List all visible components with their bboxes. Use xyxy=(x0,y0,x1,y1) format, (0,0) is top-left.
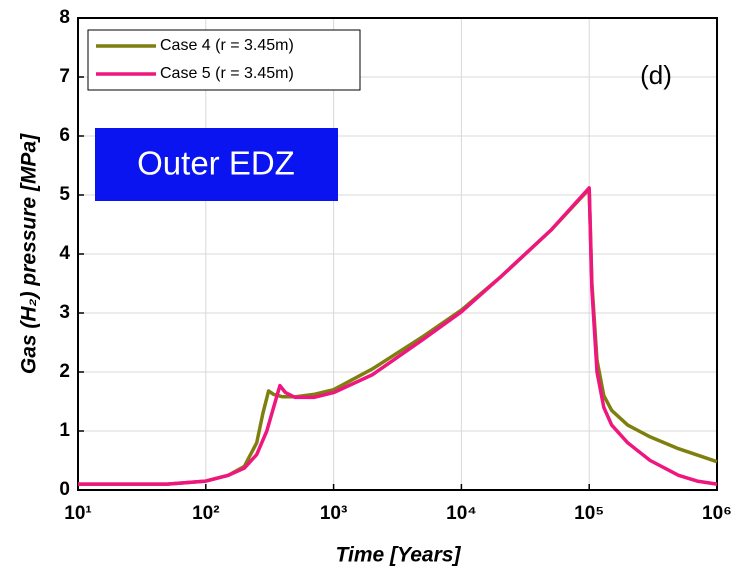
x-tick-label: 10⁴ xyxy=(446,503,477,524)
legend-label: Case 5 (r = 3.45m) xyxy=(160,65,294,82)
x-tick-label: 10² xyxy=(192,503,219,524)
plot-frame xyxy=(77,17,718,491)
y-tick-label: 7 xyxy=(59,66,70,87)
x-tick-label: 10⁶ xyxy=(702,503,732,524)
legend-label: Case 4 (r = 3.45m) xyxy=(160,37,294,54)
annotation: (d) xyxy=(640,60,672,90)
label-box-text: Outer EDZ xyxy=(137,145,295,182)
series-line xyxy=(78,186,718,486)
y-tick-label: 4 xyxy=(59,243,70,264)
x-tick-label: 10⁵ xyxy=(574,503,604,524)
legend-box xyxy=(87,29,361,91)
y-tick-label: 1 xyxy=(59,420,70,441)
y-tick-label: 0 xyxy=(59,479,70,500)
label-box xyxy=(95,128,338,201)
y-tick-label: 3 xyxy=(59,302,70,323)
y-axis-title: Gas (H₂) pressure [MPa] xyxy=(18,133,41,374)
y-tick-label: 8 xyxy=(59,7,70,28)
y-tick-label: 6 xyxy=(59,125,70,146)
y-tick-label: 5 xyxy=(59,184,70,205)
x-tick-label: 10¹ xyxy=(64,503,91,524)
x-axis-title: Time [Years] xyxy=(336,544,462,567)
series-line xyxy=(78,187,718,486)
y-tick-label: 2 xyxy=(59,361,70,382)
x-tick-label: 10³ xyxy=(320,503,347,524)
